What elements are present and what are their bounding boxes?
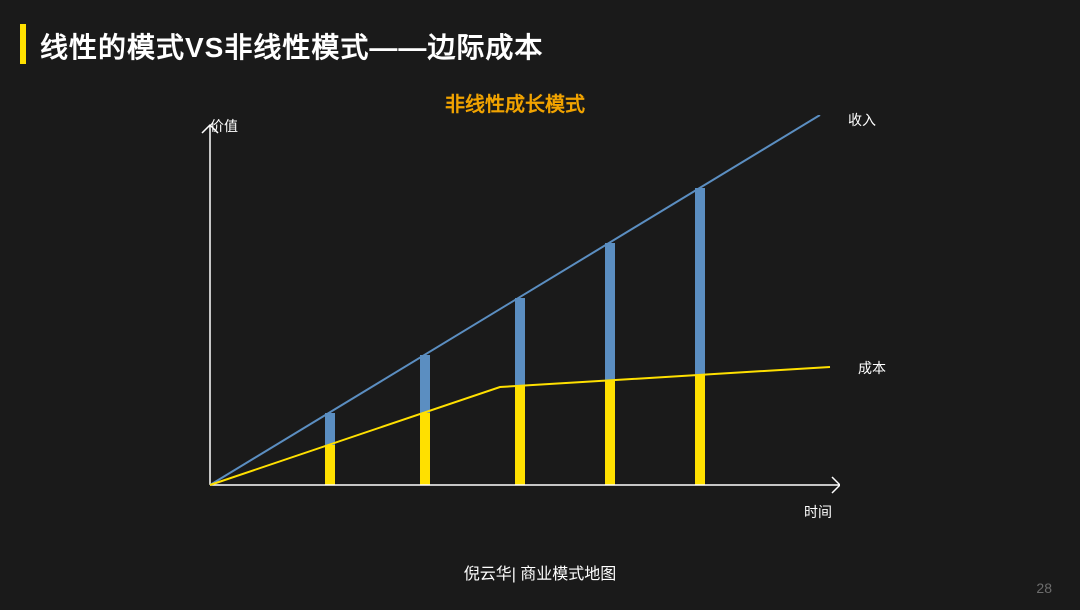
y-axis-label: 价值 xyxy=(210,116,238,136)
slide-title: 线性的模式VS非线性模式——边际成本 xyxy=(40,26,543,66)
x-axis-label: 时间 xyxy=(804,502,832,522)
cost-bar-2 xyxy=(515,386,525,485)
cost-bar-0 xyxy=(325,445,335,485)
footer-text: 倪云华| 商业模式地图 xyxy=(0,560,1080,584)
cost-bar-4 xyxy=(695,375,705,485)
chart-subtitle: 非线性成长模式 xyxy=(445,88,585,117)
slide: 线性的模式VS非线性模式——边际成本 非线性成长模式 价值 时间 收入 成本 倪… xyxy=(0,0,1080,610)
revenue-label: 收入 xyxy=(848,110,876,130)
chart xyxy=(200,115,840,515)
cost-label: 成本 xyxy=(858,358,886,378)
page-number: 28 xyxy=(1036,580,1052,596)
cost-bar-3 xyxy=(605,380,615,485)
accent-bar xyxy=(20,24,26,64)
cost-bar-1 xyxy=(420,413,430,485)
